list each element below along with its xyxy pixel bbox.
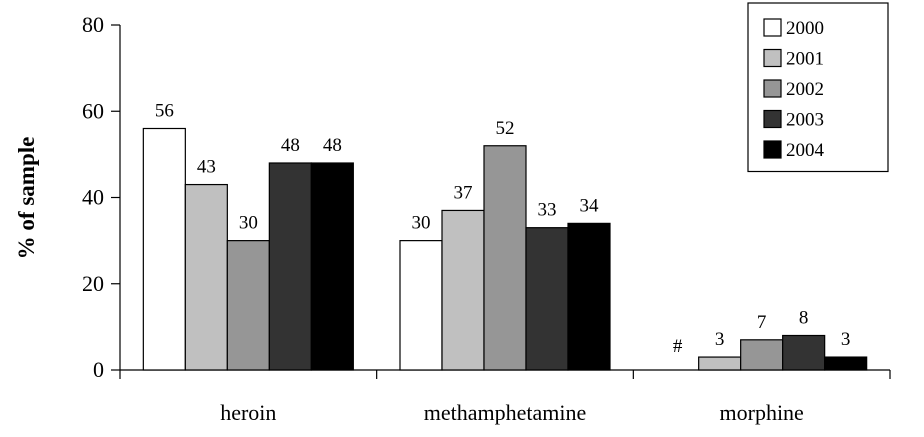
data-label: 3 <box>841 329 851 350</box>
bar <box>483 145 527 371</box>
bar <box>525 227 569 371</box>
data-label: 33 <box>538 200 557 221</box>
legend-label: 2003 <box>786 110 824 131</box>
bar <box>441 209 485 371</box>
bar <box>268 162 312 371</box>
category-label: heroin <box>220 400 276 425</box>
data-label: 37 <box>454 182 473 203</box>
data-label: 3 <box>715 329 725 350</box>
data-label: 48 <box>281 135 300 156</box>
category-label: morphine <box>720 400 804 425</box>
data-label: 48 <box>323 135 342 156</box>
data-label: 30 <box>239 213 258 234</box>
data-label: 43 <box>197 157 216 178</box>
bar <box>698 356 742 371</box>
data-label: 30 <box>412 213 431 234</box>
data-label: 7 <box>757 312 767 333</box>
legend: 2000 2001 2002 2003 2004 <box>747 2 889 173</box>
legend-swatch <box>763 48 782 68</box>
axes: 0 20 40 60 80 heroin methamphetamine morphine <box>82 12 891 425</box>
legend-swatch <box>763 140 782 159</box>
bar <box>740 339 784 371</box>
legend-label: 2000 <box>786 18 824 39</box>
y-tick-label: 80 <box>82 12 104 37</box>
bar <box>184 183 228 371</box>
bars <box>142 127 868 371</box>
y-tick-label: 20 <box>82 271 104 296</box>
bar <box>567 222 611 371</box>
bar <box>310 162 354 371</box>
legend-swatch <box>763 79 782 98</box>
bar <box>142 127 186 371</box>
legend-label: 2001 <box>786 49 824 70</box>
bar <box>399 240 443 371</box>
data-label: 34 <box>580 195 600 216</box>
bar <box>782 334 826 371</box>
legend-swatch <box>763 109 782 129</box>
data-label: 52 <box>496 118 515 139</box>
bar <box>226 240 270 371</box>
category-label: methamphetamine <box>424 400 587 425</box>
data-label: 8 <box>799 308 809 329</box>
legend-label: 2004 <box>786 140 825 161</box>
bar <box>824 356 868 371</box>
data-label: # <box>673 336 683 357</box>
y-axis-label: % of sample <box>14 137 39 260</box>
legend-label: 2002 <box>786 79 824 100</box>
y-tick-label: 40 <box>82 185 104 210</box>
legend-swatch <box>763 18 782 37</box>
y-tick-label: 60 <box>82 98 104 123</box>
data-label: 56 <box>155 101 174 122</box>
data-labels: 56 30 #43 37 3 30 52 7 48 33 8 48 34 3 <box>155 101 851 358</box>
y-tick-label: 0 <box>93 357 104 382</box>
